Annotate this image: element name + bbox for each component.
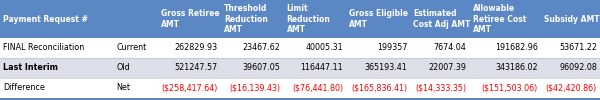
Text: Old: Old — [116, 64, 130, 72]
Text: Net: Net — [116, 84, 130, 92]
Text: 199357: 199357 — [377, 44, 407, 52]
Text: 116447.11: 116447.11 — [301, 64, 343, 72]
Text: 39607.05: 39607.05 — [242, 64, 280, 72]
Text: ($16,139.43): ($16,139.43) — [229, 84, 280, 92]
Text: Estimated
Cost Adj AMT: Estimated Cost Adj AMT — [413, 10, 471, 28]
Text: Subsidy AMT: Subsidy AMT — [544, 14, 599, 24]
Text: 191682.96: 191682.96 — [495, 44, 538, 52]
Text: Gross Retiree
AMT: Gross Retiree AMT — [161, 10, 220, 28]
Text: 343186.02: 343186.02 — [495, 64, 538, 72]
Bar — [0, 0, 600, 38]
Text: 23467.62: 23467.62 — [242, 44, 280, 52]
Text: FINAL Reconciliation: FINAL Reconciliation — [3, 44, 84, 52]
Text: ($151,503.06): ($151,503.06) — [482, 84, 538, 92]
Text: Limit
Reduction
AMT: Limit Reduction AMT — [286, 4, 331, 34]
Text: 53671.22: 53671.22 — [559, 44, 597, 52]
Text: ($258,417.64): ($258,417.64) — [161, 84, 218, 92]
Text: 521247.57: 521247.57 — [175, 64, 218, 72]
Text: Last Interim: Last Interim — [3, 64, 58, 72]
Bar — [0, 38, 600, 58]
Text: Difference: Difference — [3, 84, 45, 92]
Text: Current: Current — [116, 44, 146, 52]
Text: Allowable
Retiree Cost
AMT: Allowable Retiree Cost AMT — [473, 4, 526, 34]
Text: 365193.41: 365193.41 — [365, 64, 407, 72]
Text: 96092.08: 96092.08 — [559, 64, 597, 72]
Text: 262829.93: 262829.93 — [175, 44, 218, 52]
Bar — [0, 78, 600, 98]
Text: ($42,420.86): ($42,420.86) — [546, 84, 597, 92]
Text: ($76,441.80): ($76,441.80) — [292, 84, 343, 92]
Bar — [0, 58, 600, 78]
Text: Gross Eligible
AMT: Gross Eligible AMT — [349, 10, 408, 28]
Text: Payment Request #: Payment Request # — [3, 14, 88, 24]
Text: Threshold
Reduction
AMT: Threshold Reduction AMT — [224, 4, 268, 34]
Text: ($14,333.35): ($14,333.35) — [415, 84, 467, 92]
Text: ($165,836.41): ($165,836.41) — [352, 84, 407, 92]
Text: 22007.39: 22007.39 — [428, 64, 467, 72]
Text: 40005.31: 40005.31 — [305, 44, 343, 52]
Text: 7674.04: 7674.04 — [434, 44, 467, 52]
